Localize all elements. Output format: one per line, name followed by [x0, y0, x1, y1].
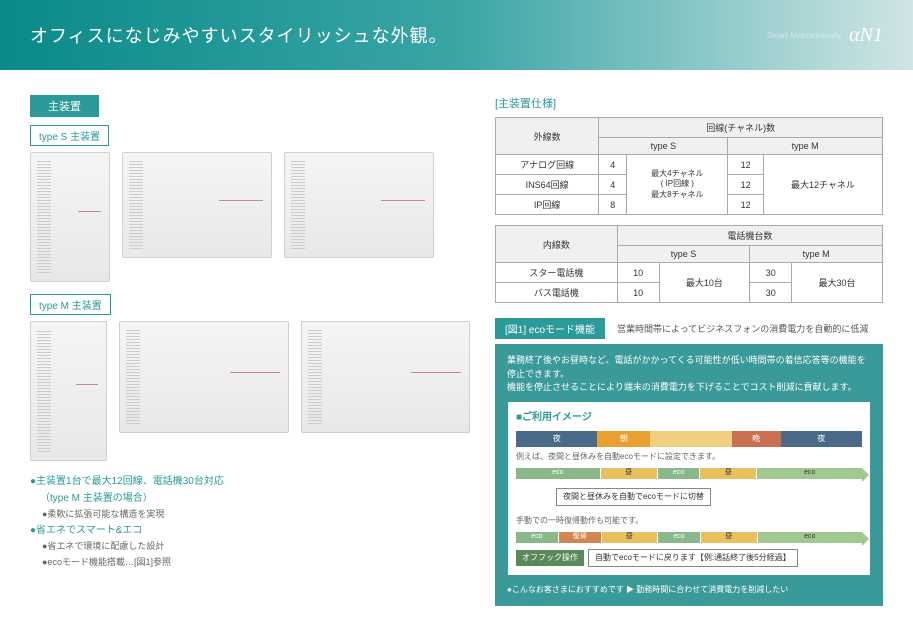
header-title: オフィスになじみやすいスタイリッシュな外観。 [30, 22, 448, 48]
r-star: スター電話機 [496, 263, 618, 283]
th-typem2: type M [750, 246, 883, 263]
eco-desc2: 機能を停止させることにより端末の消費電力を下げることでコスト削減に貢献します。 [507, 381, 871, 395]
seg-eco3: eco [516, 532, 558, 543]
device-type-s-front [30, 152, 110, 282]
device-type-m-front [30, 321, 107, 461]
bullet-eco-mode: ●ecoモード機能搭載…[図1]参照 [30, 555, 470, 570]
r-ins-m: 12 [728, 175, 764, 195]
th-units: 電話機台数 [617, 226, 882, 246]
label-type-m: type M 主装置 [30, 294, 111, 315]
callout1: 夜間と昼休みを自動でecoモードに切替 [556, 488, 711, 506]
bar-row1: eco 昼 eco 昼 eco [516, 467, 862, 481]
off-label: オフフック操作 [516, 550, 584, 566]
table-phones: 内線数電話機台数 type Stype M スター電話機10最大10台30最大3… [495, 225, 883, 303]
feature-bullets: ●主装置1台で最大12回線、電話機30台対応 （type M 主装置の場合） ●… [30, 473, 470, 570]
seg-arrow2: eco [758, 532, 862, 543]
logo-subtitle: Smart Netcommunity [766, 31, 841, 40]
eco-tag: [図1] ecoモード機能 [495, 318, 605, 339]
device-type-s-side1 [122, 152, 272, 258]
device-type-m-side2 [301, 321, 470, 433]
offhook-row: オフフック操作 自動でecoモードに戻ります【例:通話終了後5分経過】 [516, 549, 862, 567]
eco-subtitle: 営業時間帯によってビジネスフォンの消費電力を自動的に低減 [617, 322, 868, 335]
tl-night1: 夜 [516, 431, 597, 447]
tl-even: 晩 [732, 431, 781, 447]
eco-header: [図1] ecoモード機能 営業時間帯によってビジネスフォンの消費電力を自動的に… [495, 318, 883, 339]
bar-row2: eco 復帰 昼 eco 昼 eco [516, 531, 862, 545]
bullet-capacity-note: （type M 主装置の場合） [30, 490, 470, 507]
label-type-s: type S 主装置 [30, 125, 109, 146]
timeline: 夜 朝 晩 夜 [516, 431, 862, 447]
device-type-s-side2 [284, 152, 434, 258]
eco-desc1: 業務終了後やお昼時など、電話がかかってくる可能性が低い時間帯の着信応答等の機能を… [507, 354, 871, 381]
section-main-unit: 主装置 [30, 95, 99, 117]
bullet-eco: ●省エネでスマート&エコ [30, 522, 470, 539]
usage-box: ■ご利用イメージ 夜 朝 晩 夜 例えば、夜間と昼休みを自動ecoモードに設定で… [507, 401, 871, 576]
note1: 例えば、夜間と昼休みを自動ecoモードに設定できます。 [516, 451, 862, 463]
spec-title: [主装置仕様] [495, 95, 883, 111]
r-analog-m: 12 [728, 155, 764, 175]
logo-main: αN1 [849, 24, 883, 47]
eco-box: 業務終了後やお昼時など、電話がかかってくる可能性が低い時間帯の着信応答等の機能を… [495, 344, 883, 606]
r-bus-s: 10 [617, 283, 659, 303]
seg-eco4: eco [658, 532, 700, 543]
r-ip-m: 12 [728, 195, 764, 215]
bullet-capacity: ●主装置1台で最大12回線、電話機30台対応 [30, 473, 470, 490]
r-bus-m: 30 [750, 283, 792, 303]
device-type-m-side1 [119, 321, 288, 433]
r-max10: 最大10台 [659, 263, 750, 303]
r-ip-s: 8 [599, 195, 627, 215]
r-star-m: 30 [750, 263, 792, 283]
seg-w4: 昼 [701, 532, 757, 543]
r-ins: INS64回線 [496, 175, 599, 195]
eco-footer: ●こんなお客さまにおすすめです ▶ 勤務時間に合わせて消費電力を削減したい [507, 584, 871, 596]
seg-w3: 昼 [602, 532, 658, 543]
r-ip: IP回線 [496, 195, 599, 215]
seg-eco1: eco [516, 468, 600, 479]
r-analog: アナログ回線 [496, 155, 599, 175]
bullet-eco-design: ●省エネで環境に配慮した設計 [30, 539, 470, 554]
seg-w2: 昼 [700, 468, 756, 479]
tl-morn: 朝 [597, 431, 650, 447]
seg-w1: 昼 [601, 468, 657, 479]
th-types2: type S [617, 246, 750, 263]
seg-arrow1: eco [757, 468, 862, 479]
usage-title: ■ご利用イメージ [516, 410, 862, 425]
th-channels: 回線(チャネル)数 [599, 118, 883, 138]
r-max30: 最大30台 [792, 263, 883, 303]
right-column: [主装置仕様] 外線数回線(チャネル)数 type Stype M アナログ回線… [495, 95, 883, 606]
r-max12: 最大12チャネル [763, 155, 882, 215]
bullet-flexible: ●柔軟に拡張可能な構造を実現 [30, 507, 470, 522]
r-max4: 最大4チャネル( IP回線 )最大8チャネル [627, 155, 728, 215]
th-typem: type M [728, 138, 883, 155]
tl-night2: 夜 [781, 431, 862, 447]
r-star-s: 10 [617, 263, 659, 283]
left-column: 主装置 type S 主装置 type M 主装置 ●主装置1台で最大12回線、… [30, 95, 470, 606]
th-types: type S [599, 138, 728, 155]
th-inner: 内線数 [496, 226, 618, 263]
r-analog-s: 4 [599, 155, 627, 175]
th-outer: 外線数 [496, 118, 599, 155]
r-ins-s: 4 [599, 175, 627, 195]
off-text: 自動でecoモードに戻ります【例:通話終了後5分経過】 [588, 549, 798, 567]
tl-day [650, 431, 731, 447]
seg-back: 復帰 [559, 532, 601, 543]
note2: 手動での一時復帰動作も可能です。 [516, 515, 862, 527]
product-logo: Smart Netcommunity αN1 [766, 24, 883, 47]
r-bus: バス電話機 [496, 283, 618, 303]
seg-eco2: eco [658, 468, 700, 479]
table-lines: 外線数回線(チャネル)数 type Stype M アナログ回線4最大4チャネル… [495, 117, 883, 215]
header-banner: オフィスになじみやすいスタイリッシュな外観。 Smart Netcommunit… [0, 0, 913, 70]
